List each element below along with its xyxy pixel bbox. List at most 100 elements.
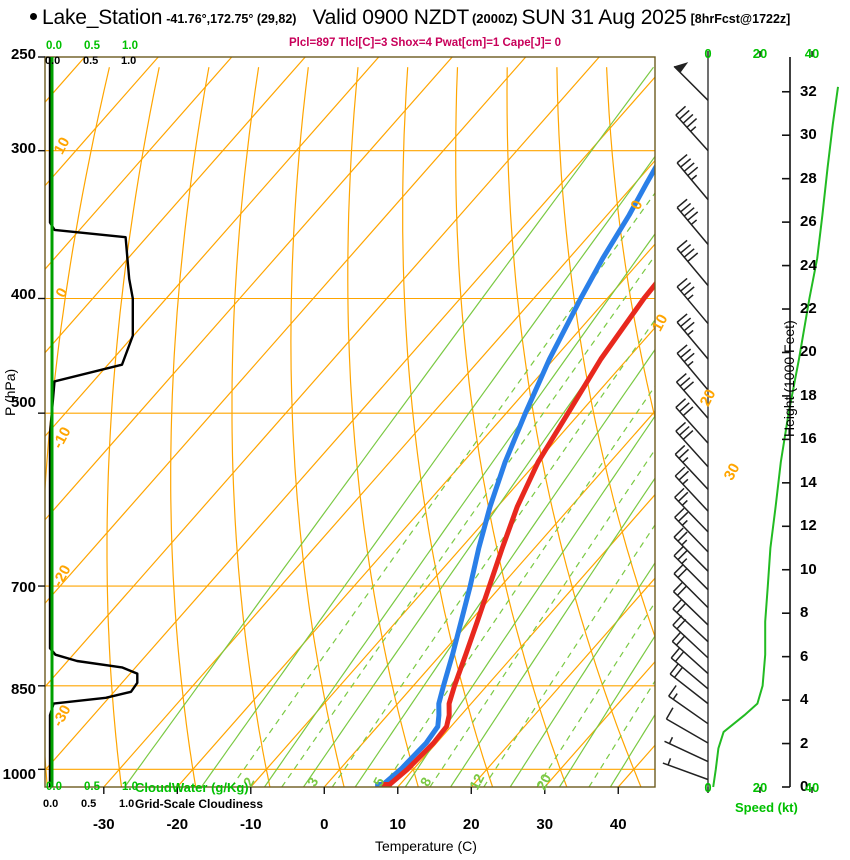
adiabat-label: 20 (697, 387, 720, 410)
gridlines-group (45, 57, 655, 787)
wind-barb (676, 153, 709, 201)
cloudwater-tick-label-bottom: 1.0 (122, 781, 138, 793)
cloudiness-tick-label-bottom: 0.0 (43, 798, 59, 810)
wind-barb (676, 313, 709, 360)
isotherm-label: 10 (51, 135, 74, 158)
wind-barbs-group (662, 62, 709, 781)
temperature-surface-marker (381, 782, 392, 787)
pressure-axis-title: P (hPa) (2, 368, 18, 416)
dewpoint-curve (377, 163, 655, 787)
wind-barb (672, 581, 709, 626)
valid-utc: (2000Z) (471, 11, 518, 26)
height-tick-label: 26 (800, 213, 817, 231)
height-axis-title: Height (1000 Feet) (781, 320, 797, 437)
wind-barb (664, 736, 709, 763)
pressure-tick-label: 400 (10, 286, 36, 303)
wind-barb (662, 758, 709, 781)
height-tick-label: 2 (800, 734, 809, 752)
station-name: Lake_Station (42, 6, 163, 29)
forecast-tag: [8hrFcst@1722z] (690, 12, 791, 26)
adiabat-label: 30 (721, 461, 744, 484)
height-tick-label: 16 (800, 430, 817, 448)
temperature-tick-label: 40 (609, 816, 627, 833)
speed-tick-label-bottom: 0 (704, 780, 712, 795)
temperature-tick-label: -10 (239, 816, 262, 833)
height-tick-label: 8 (800, 604, 809, 622)
speed-tick-label-bottom: 40 (804, 780, 820, 795)
pressure-tick-label: 250 (10, 46, 36, 63)
height-tick-label: 0 (800, 778, 809, 795)
wind-barb (676, 277, 709, 325)
wind-barb (673, 527, 709, 572)
height-tick-label: 28 (800, 169, 817, 187)
wind-barb (675, 105, 709, 152)
mixing-ratio-label: 20 (533, 771, 555, 792)
cloudiness-profile (48, 57, 139, 787)
height-tick-label: 10 (800, 560, 817, 578)
station-marker-icon (30, 13, 37, 20)
figure-header: Lake_Station -41.76°,172.75° (29,82) Val… (0, 6, 850, 34)
temperature-tick-label: -20 (166, 816, 189, 833)
speed-axis-title: Speed (kt) (735, 800, 798, 815)
wind-barb (674, 507, 709, 553)
height-tick-label: 12 (800, 517, 817, 535)
wind-barb (676, 344, 709, 391)
cloudwater-tick-label-top: 0.0 (46, 40, 62, 52)
valid-date: SUN 31 Aug 2025 (521, 6, 687, 29)
speed-tick-label-top: 40 (804, 46, 820, 61)
height-tick-label: 14 (800, 473, 817, 491)
temperature-tick-label: 10 (389, 816, 407, 833)
wind-barb (668, 685, 709, 725)
height-tick-label: 6 (800, 647, 809, 665)
temperature-tick-label: 20 (462, 816, 480, 833)
speed-profile (712, 86, 839, 788)
dewpoint-surface-marker (375, 782, 386, 787)
pressure-tick-label: 1000 (2, 766, 36, 783)
pressure-tick-label: 850 (10, 681, 36, 698)
cloudwater-tick-label-top: 1.0 (122, 40, 138, 52)
wind-barb (674, 444, 709, 490)
valid-time: Valid 0900 NZDT (312, 6, 469, 29)
wind-barb (675, 421, 709, 468)
wind-barb (673, 563, 709, 609)
cloudwater-tick-label-bottom: 0.5 (84, 781, 100, 793)
height-tick-label: 18 (800, 386, 817, 404)
wind-barb (669, 663, 709, 705)
cloudiness-tick-label-top: 0.0 (45, 55, 61, 67)
wind-barb (674, 466, 709, 512)
wind-barb (674, 487, 709, 533)
adiabat-label: 10 (649, 312, 672, 335)
height-tick-label: 24 (800, 256, 817, 274)
temperature-curve (384, 280, 655, 787)
data-curves-group (375, 163, 655, 787)
cloudiness-tick-label-top: 1.0 (121, 55, 137, 67)
temperature-tick-label: -30 (92, 816, 115, 833)
wind-barb (675, 372, 709, 419)
cloudwater-tick-label-bottom: 0.0 (46, 781, 62, 793)
cloudiness-tick-label-bottom: 0.5 (81, 798, 97, 810)
speed-tick-label-bottom: 20 (752, 780, 768, 795)
wind-barb (665, 707, 709, 744)
height-tick-label: 22 (800, 300, 817, 318)
height-tick-label: 32 (800, 82, 817, 100)
mixing-ratio-label: 12 (466, 771, 488, 792)
wind-barb (676, 239, 709, 286)
station-coords: -41.76°,172.75° (29,82) (166, 12, 297, 26)
temperature-axis-title: Temperature (C) (375, 838, 477, 854)
wind-barb (673, 546, 709, 591)
speed-tick-label-top: 20 (752, 46, 768, 61)
parameter-line: Plcl=897 Tlcl[C]=3 Shox=4 Pwat[cm]=1 Cap… (0, 33, 850, 51)
temperature-tick-label: 0 (320, 816, 329, 833)
cloudwater-axis-title: CloudWater (g/Kg) (135, 780, 249, 795)
pressure-tick-label: 700 (10, 579, 36, 596)
pressure-tick-label: 300 (10, 140, 36, 157)
wind-barb (671, 631, 709, 675)
wind-barb (670, 647, 709, 690)
speed-tick-label-top: 0 (704, 46, 712, 61)
wind-barb (672, 615, 709, 659)
wind-barb (675, 398, 709, 444)
plot-frame (44, 56, 656, 788)
height-tick-label: 30 (800, 126, 817, 144)
